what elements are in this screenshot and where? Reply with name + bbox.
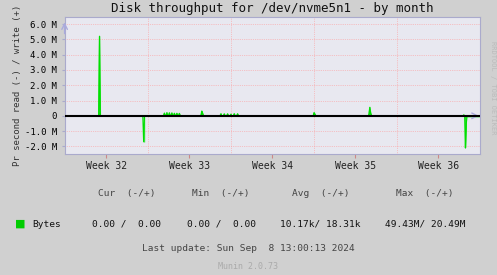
Text: Cur  (-/+): Cur (-/+) xyxy=(98,189,156,198)
Text: RRDTOOL / TOBI OETIKER: RRDTOOL / TOBI OETIKER xyxy=(490,41,496,135)
Text: Last update: Sun Sep  8 13:00:13 2024: Last update: Sun Sep 8 13:00:13 2024 xyxy=(142,244,355,253)
Text: Munin 2.0.73: Munin 2.0.73 xyxy=(219,262,278,271)
Text: Min  (-/+): Min (-/+) xyxy=(192,189,250,198)
Text: 49.43M/ 20.49M: 49.43M/ 20.49M xyxy=(385,220,465,229)
Text: 0.00 /  0.00: 0.00 / 0.00 xyxy=(92,220,161,229)
Text: 10.17k/ 18.31k: 10.17k/ 18.31k xyxy=(280,220,361,229)
Text: Max  (-/+): Max (-/+) xyxy=(396,189,454,198)
Text: 0.00 /  0.00: 0.00 / 0.00 xyxy=(187,220,255,229)
Text: Bytes: Bytes xyxy=(32,220,61,229)
Title: Disk throughput for /dev/nvme5n1 - by month: Disk throughput for /dev/nvme5n1 - by mo… xyxy=(111,2,433,15)
Text: Avg  (-/+): Avg (-/+) xyxy=(292,189,349,198)
Y-axis label: Pr second read (-) / write (+): Pr second read (-) / write (+) xyxy=(13,5,22,166)
Text: ■: ■ xyxy=(15,219,25,229)
